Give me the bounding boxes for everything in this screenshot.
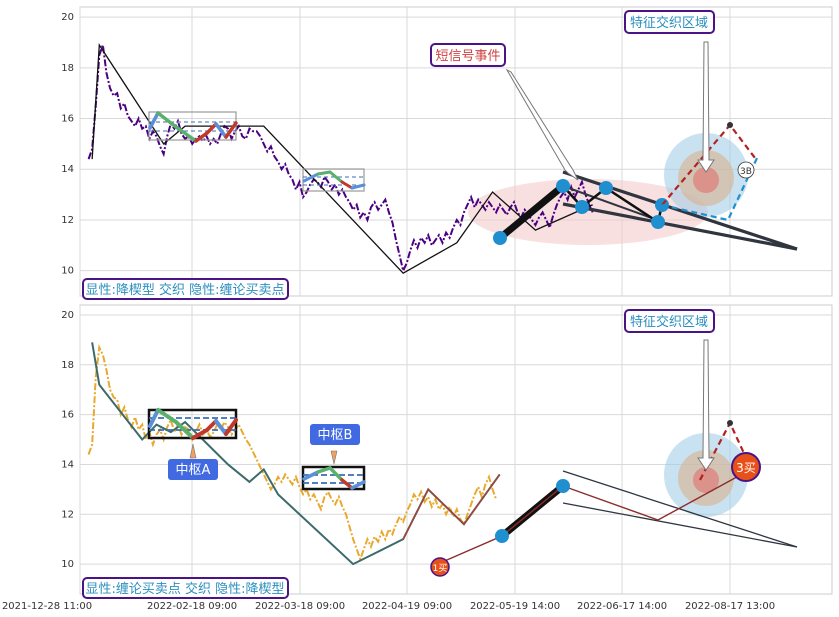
short-signal-tag: 短信号事件: [430, 43, 506, 67]
zhongshu-b-tag: 中枢B: [310, 424, 360, 445]
top-zs-b-segment: [340, 180, 354, 190]
top-zs-b-segment: [302, 172, 320, 183]
top-zs-a-segment: [156, 111, 178, 129]
top-zs-b-segment: [328, 170, 344, 184]
top-ytick-label: 20: [61, 12, 74, 23]
xtick-label: 2021-12-28 11:00: [2, 601, 92, 612]
bottom-zs-a-segment: [191, 428, 209, 440]
top-pivot-dot-3: [599, 181, 613, 195]
highlight-shapes: [468, 133, 748, 517]
top-ytick-label: 16: [61, 114, 74, 125]
top-ytick-label: 10: [61, 266, 74, 277]
top-pivot-dot-1: [556, 179, 570, 193]
bottom-footer-legend: 显性:缠论买卖点 交织 隐性:降楔型: [82, 577, 289, 599]
top-3b-ring: [737, 161, 755, 179]
top-zs-a-segment: [148, 111, 160, 130]
svg-text:1买: 1买: [433, 563, 448, 574]
bottom-price-line: [87, 343, 498, 563]
top-footer-legend: 显性:降楔型 交织 隐性:缠论买卖点: [82, 278, 289, 300]
svg-text:显性:缠论买卖点 交织 隐性:降楔型: 显性:缠论买卖点 交织 隐性:降楔型: [85, 581, 284, 597]
xtick-label: 2022-02-18 09:00: [147, 601, 237, 612]
buy3-marker: 3买: [731, 452, 761, 482]
bottom-zs-b-segment: [340, 478, 354, 490]
top-event-arrow: [505, 68, 579, 181]
bottom-zs-a-segment: [205, 419, 218, 432]
zhongshu-a-tag: 中枢A: [168, 459, 218, 480]
top-zs-a-segment: [224, 121, 238, 139]
xtick-label: 2022-03-18 09:00: [255, 601, 345, 612]
xtick-label: 2022-05-19 14:00: [470, 601, 560, 612]
bottom-zs-a-segment: [156, 408, 178, 424]
top-pivot-dot-4: [651, 215, 665, 229]
top-zs-a-segment: [194, 131, 209, 143]
bottom-ytick-label: 16: [61, 410, 74, 421]
top-small-label: 3B: [740, 167, 752, 177]
feature-zone-tag-top: 特征交织区域: [624, 10, 715, 34]
top-zone-arrow: [697, 41, 715, 173]
svg-text:中枢B: 中枢B: [318, 428, 353, 443]
bottom-zs-b-segment: [302, 470, 320, 481]
bottom-ytick-label: 18: [61, 360, 74, 371]
top-wedge-lower: [562, 202, 798, 251]
svg-text:特征交织区域: 特征交织区域: [630, 15, 708, 31]
bottom-ytick-label: 20: [61, 310, 74, 321]
svg-text:显性:降楔型 交织 隐性:缠论买卖点: 显性:降楔型 交织 隐性:缠论买卖点: [85, 282, 284, 298]
top-pivot-dot-0: [493, 231, 507, 245]
bottom-ytick-label: 12: [61, 509, 74, 520]
top-zs-a-segment: [174, 125, 198, 143]
top-ytick-label: 12: [61, 215, 74, 226]
svg-text:特征交织区域: 特征交织区域: [630, 314, 708, 330]
bottom-zs-a-segment: [148, 408, 160, 428]
bottom-zs-b-segment: [350, 480, 366, 490]
top-bi-line: [91, 43, 593, 275]
top-zs-b-segment: [350, 183, 366, 190]
bottom-zs-b-segment: [316, 466, 332, 474]
top-zs-a-segment: [205, 122, 218, 135]
bottom-ytick-label: 14: [61, 459, 74, 470]
top-signal-ellipse: [468, 179, 708, 245]
top-zs-b-segment: [316, 170, 332, 176]
bottom-zone-circle-inner: [693, 467, 719, 493]
bottom-zone-arrow: [697, 339, 715, 471]
price-series: [87, 43, 594, 566]
xtick-label: 2022-04-19 09:00: [362, 601, 452, 612]
top-projection-peak: [727, 122, 733, 128]
bottom-zs-a-arrow: [189, 443, 197, 459]
top-pivot-dot-2: [575, 200, 589, 214]
bottom-zs-b-segment: [328, 466, 344, 482]
svg-text:短信号事件: 短信号事件: [435, 49, 500, 64]
bottom-zs-b-arrow: [330, 450, 338, 465]
bottom-zs-a-segment: [174, 420, 195, 440]
bottom-bi-red-line: [402, 474, 501, 540]
svg-text:3买: 3买: [736, 461, 756, 475]
xtick-label: 2022-08-17 13:00: [685, 601, 775, 612]
bottom-pivot-dot-0: [495, 529, 509, 543]
buy1-marker: 1买: [430, 557, 450, 577]
bottom-zs-a-segment: [214, 419, 228, 436]
bottom-zs-a-segment: [224, 418, 238, 436]
top-wedge-mid: [562, 185, 661, 222]
svg-text:中枢A: 中枢A: [176, 463, 211, 478]
bottom-pivot-dot-1: [556, 479, 570, 493]
bottom-projection-peak: [727, 420, 733, 426]
annotation-marks: [147, 41, 798, 564]
bottom-wedge-lower: [562, 502, 798, 548]
top-thrust-segment: [496, 182, 567, 242]
top-ytick-label: 18: [61, 63, 74, 74]
bottom-ytick-label: 10: [61, 559, 74, 570]
feature-zone-tag-bottom: 特征交织区域: [624, 309, 715, 333]
bottom-wedge-upper: [562, 470, 798, 548]
xtick-label: 2022-06-17 14:00: [577, 601, 667, 612]
axis-ticks: 10 12 14 16 18 20 10 12 14 16 18 20 2021-12-28 11:00…: [2, 12, 775, 612]
top-zs-a-segment: [214, 122, 228, 139]
top-zone-circle-inner: [693, 167, 719, 193]
top-ytick-label: 14: [61, 164, 74, 175]
